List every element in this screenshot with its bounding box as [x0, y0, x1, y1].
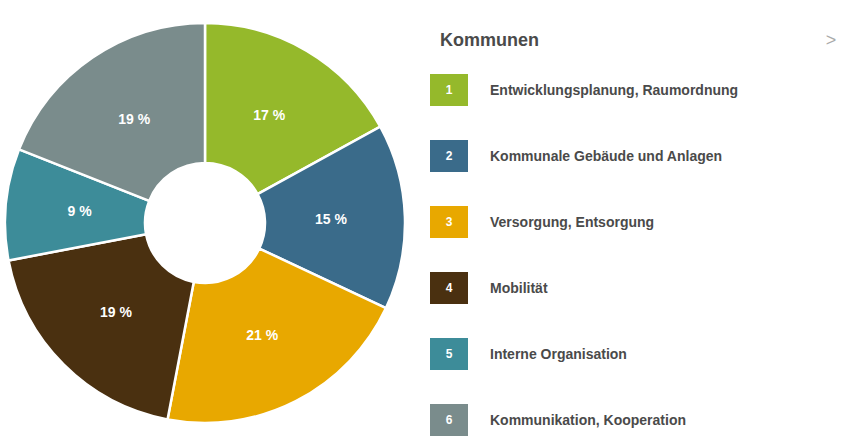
- legend-swatch: [430, 206, 468, 238]
- legend: 1 Entwicklungsplanung, Raumordnung 2 Kommun…: [430, 74, 738, 436]
- legend-item: 5 Interne Organisation: [430, 338, 627, 370]
- legend-swatch: [430, 272, 468, 304]
- legend-label: Kommunikation, Kooperation: [490, 412, 686, 428]
- title-arrow: >: [826, 30, 837, 50]
- legend-swatch: [430, 74, 468, 106]
- legend-number: 3: [446, 215, 453, 229]
- legend-swatch: [430, 338, 468, 370]
- legend-label: Interne Organisation: [490, 346, 627, 362]
- legend-label: Versorgung, Entsorgung: [490, 214, 654, 230]
- slice-label: 17 %: [253, 107, 285, 123]
- slice: [9, 234, 194, 419]
- slice: [19, 23, 205, 201]
- slice-label: 19 %: [118, 111, 150, 127]
- legend-number: 1: [446, 83, 453, 97]
- legend-label: Mobilität: [490, 280, 548, 296]
- chart: 17 % 15 % 21 % 19 % 9 % 19 % Kommunen >1 Entwick…: [0, 0, 861, 446]
- slice: [168, 249, 386, 423]
- slice-label: 21 %: [246, 327, 278, 343]
- legend-swatch: [430, 404, 468, 436]
- legend-item: 4 Mobilität: [430, 272, 548, 304]
- legend-item: 6 Kommunikation, Kooperation: [430, 404, 686, 436]
- legend-item: 3 Versorgung, Entsorgung: [430, 206, 654, 238]
- donut: 17 % 15 % 21 % 19 % 9 % 19 %: [5, 23, 405, 423]
- legend-label: Kommunale Gebäude und Anlagen: [490, 148, 722, 164]
- title: Kommunen: [440, 30, 539, 50]
- legend-number: 4: [446, 281, 453, 295]
- legend-item: 1 Entwicklungsplanung, Raumordnung: [430, 74, 738, 106]
- slice-label: 15 %: [315, 211, 347, 227]
- legend-label: Entwicklungsplanung, Raumordnung: [490, 82, 738, 98]
- slice-label: 9 %: [67, 203, 92, 219]
- legend-item: 2 Kommunale Gebäude und Anlagen: [430, 140, 722, 172]
- legend-number: 2: [446, 149, 453, 163]
- slice-label: 19 %: [100, 304, 132, 320]
- legend-swatch: [430, 140, 468, 172]
- legend-number: 5: [446, 347, 453, 361]
- legend-number: 6: [446, 413, 453, 427]
